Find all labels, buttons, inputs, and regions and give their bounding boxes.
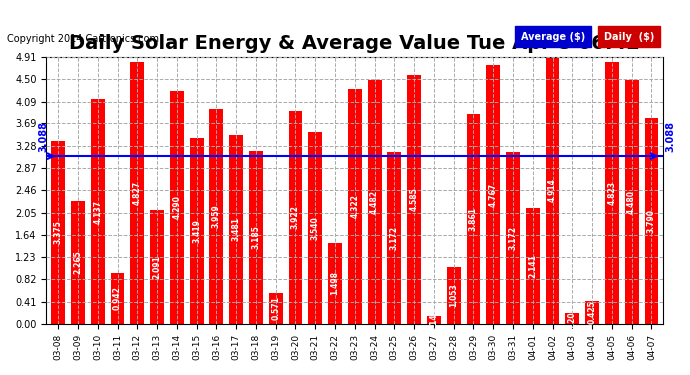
Text: 0.149: 0.149	[429, 308, 438, 332]
Text: 2.091: 2.091	[152, 255, 161, 279]
Text: 4.290: 4.290	[172, 195, 181, 219]
Text: 0.425: 0.425	[588, 301, 597, 324]
Text: 4.482: 4.482	[370, 190, 379, 214]
Text: 3.375: 3.375	[54, 220, 63, 244]
Text: 4.767: 4.767	[489, 182, 497, 207]
Text: 3.922: 3.922	[291, 206, 300, 230]
Text: 4.480: 4.480	[627, 190, 636, 214]
Text: 4.914: 4.914	[548, 178, 557, 203]
Text: 4.585: 4.585	[410, 188, 419, 211]
Bar	[190, 138, 204, 324]
Bar	[130, 62, 144, 324]
Text: 3.172: 3.172	[509, 226, 518, 250]
Text: 4.827: 4.827	[132, 181, 142, 205]
Bar	[348, 89, 362, 324]
Text: 2.141: 2.141	[529, 254, 538, 278]
Bar	[368, 80, 382, 324]
Bar	[466, 114, 480, 324]
Text: 0.942: 0.942	[113, 286, 122, 310]
Bar	[407, 75, 421, 324]
Bar	[229, 135, 243, 324]
Text: Daily  ($): Daily ($)	[604, 32, 654, 42]
Text: Copyright 2014 Cartronics.com: Copyright 2014 Cartronics.com	[7, 34, 159, 44]
Bar	[388, 152, 402, 324]
Bar	[110, 273, 124, 324]
Bar	[526, 208, 540, 324]
Bar	[170, 91, 184, 324]
Bar	[249, 151, 263, 324]
Title: Daily Solar Energy & Average Value Tue Apr 8 06:42: Daily Solar Energy & Average Value Tue A…	[70, 34, 640, 53]
Bar	[427, 316, 441, 324]
Text: 1.498: 1.498	[331, 271, 339, 295]
Bar	[624, 81, 638, 324]
Bar	[308, 132, 322, 324]
Text: Average ($): Average ($)	[521, 32, 585, 42]
Text: 3.861: 3.861	[469, 207, 478, 231]
Bar	[51, 141, 65, 324]
Bar	[210, 109, 224, 324]
Text: 4.823: 4.823	[607, 181, 616, 205]
Text: 1.053: 1.053	[449, 284, 458, 307]
Text: 3.419: 3.419	[192, 219, 201, 243]
Bar	[486, 65, 500, 324]
Text: 3.540: 3.540	[310, 216, 319, 240]
Text: 0.209: 0.209	[568, 306, 577, 330]
Text: 3.088: 3.088	[665, 121, 676, 152]
Bar	[269, 293, 283, 324]
Text: 3.185: 3.185	[251, 225, 260, 249]
Bar	[328, 243, 342, 324]
Text: 3.790: 3.790	[647, 209, 656, 233]
Bar	[446, 267, 461, 324]
Bar	[91, 99, 105, 324]
Text: 3.088: 3.088	[39, 121, 48, 152]
Text: 3.481: 3.481	[232, 217, 241, 242]
Bar	[150, 210, 164, 324]
Bar	[546, 57, 560, 324]
Text: 4.137: 4.137	[93, 200, 102, 223]
Bar	[585, 301, 599, 324]
Bar	[506, 152, 520, 324]
Bar	[288, 111, 302, 324]
Text: 2.265: 2.265	[74, 251, 83, 274]
Bar	[605, 62, 619, 324]
Bar	[644, 118, 658, 324]
Text: 3.172: 3.172	[390, 226, 399, 250]
Text: 3.959: 3.959	[212, 204, 221, 228]
Bar	[71, 201, 85, 324]
Text: 0.571: 0.571	[271, 297, 280, 321]
Text: 4.322: 4.322	[351, 195, 359, 219]
Bar	[565, 313, 579, 324]
